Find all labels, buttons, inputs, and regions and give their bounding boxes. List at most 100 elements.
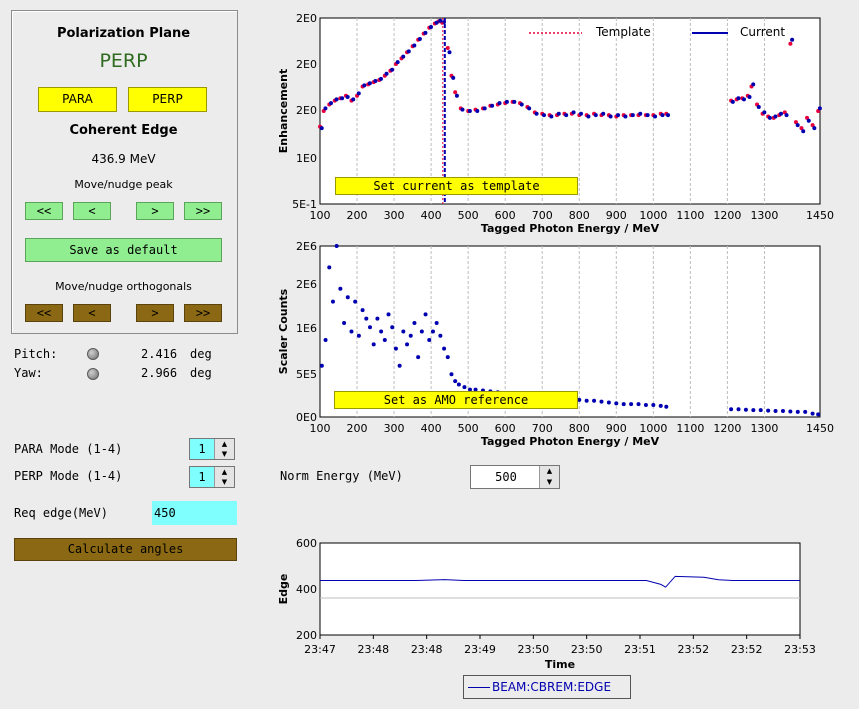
data-point xyxy=(395,60,400,65)
peak-far-left-button[interactable]: << xyxy=(25,202,63,220)
data-point xyxy=(454,93,459,98)
data-point xyxy=(623,114,628,119)
data-point xyxy=(636,402,641,407)
orth-left-button[interactable]: < xyxy=(73,304,111,322)
data-point xyxy=(736,96,741,101)
data-point xyxy=(417,37,422,42)
data-point xyxy=(386,312,391,317)
spin-down-icon[interactable]: ▼ xyxy=(539,477,559,488)
x-tick-label: 1450 xyxy=(806,209,834,222)
perp-mode-label: PERP Mode (1-4) xyxy=(14,469,123,483)
data-point xyxy=(664,404,669,409)
y-tick-label: 600 xyxy=(296,537,317,550)
data-point xyxy=(730,99,735,104)
data-point xyxy=(368,325,372,330)
norm-energy-label: Norm Energy (MeV) xyxy=(280,469,403,483)
data-point xyxy=(408,333,413,338)
data-point xyxy=(616,113,621,118)
data-point xyxy=(606,400,611,405)
data-point xyxy=(356,91,361,96)
spin-up-icon[interactable]: ▲ xyxy=(539,466,559,477)
x-tick-label: 23:50 xyxy=(571,643,603,656)
data-point xyxy=(810,123,815,128)
plot-area xyxy=(319,542,801,636)
scaler-counts-chart: 100 200 300 400 500 600 700 800 900 1000 1100 1200 1… xyxy=(277,240,834,448)
x-tick-label: 500 xyxy=(458,422,479,435)
data-point xyxy=(319,363,324,368)
spin-down-icon[interactable]: ▼ xyxy=(214,449,234,459)
save-default-button[interactable]: Save as default xyxy=(25,238,222,262)
data-point xyxy=(462,385,467,390)
peak-right-button[interactable]: > xyxy=(136,202,174,220)
peak-far-right-button[interactable]: >> xyxy=(184,202,222,220)
x-tick-label: 900 xyxy=(606,422,627,435)
para-mode-value: 1 xyxy=(198,442,206,456)
data-point xyxy=(390,325,395,330)
x-tick-label: 600 xyxy=(495,209,516,222)
data-point xyxy=(793,120,798,125)
data-point xyxy=(801,129,806,134)
y-tick-label: 1E6 xyxy=(296,322,317,335)
data-point xyxy=(429,25,433,30)
orth-far-right-button[interactable]: >> xyxy=(184,304,222,322)
spin-up-icon[interactable]: ▲ xyxy=(214,467,234,477)
spin-up-icon[interactable]: ▲ xyxy=(214,439,234,449)
x-tick-label: 200 xyxy=(347,209,368,222)
data-point xyxy=(512,99,517,104)
set-amo-reference-button[interactable]: Set as AMO reference xyxy=(334,391,578,409)
data-point xyxy=(423,312,428,317)
para-mode-label: PARA Mode (1-4) xyxy=(14,442,123,456)
calculate-angles-button[interactable]: Calculate angles xyxy=(14,538,237,561)
polarization-panel xyxy=(11,10,238,334)
data-point xyxy=(353,299,358,304)
spin-down-icon[interactable]: ▼ xyxy=(214,477,234,487)
data-point xyxy=(651,403,656,408)
data-point xyxy=(334,97,339,102)
x-tick-label: 1300 xyxy=(750,422,778,435)
y-axis-label: Scaler Counts xyxy=(277,288,290,374)
perp-button[interactable]: PERP xyxy=(128,87,207,112)
data-point xyxy=(556,111,561,116)
x-tick-label: 300 xyxy=(384,422,405,435)
req-edge-input[interactable]: 450 xyxy=(152,501,237,525)
data-point xyxy=(490,103,495,108)
data-point xyxy=(434,320,439,325)
para-mode-spinner[interactable]: 1 ▲ ▼ xyxy=(189,438,235,460)
data-point xyxy=(799,126,804,131)
x-tick-label: 200 xyxy=(347,422,368,435)
pitch-indicator-icon xyxy=(87,348,99,360)
x-tick-label: 23:52 xyxy=(731,643,763,656)
perp-mode-spinner[interactable]: 1 ▲ ▼ xyxy=(189,466,235,488)
data-point xyxy=(412,320,417,325)
data-point xyxy=(534,111,539,116)
data-point xyxy=(342,320,347,325)
x-tick-label: 800 xyxy=(569,209,590,222)
norm-energy-spinner[interactable]: 500 ▲ ▼ xyxy=(470,465,560,489)
orth-far-left-button[interactable]: << xyxy=(25,304,63,322)
data-point xyxy=(586,114,591,119)
para-button[interactable]: PARA xyxy=(38,87,117,112)
peak-left-button[interactable]: < xyxy=(73,202,111,220)
y-tick-label: 2E0 xyxy=(296,12,317,25)
data-point xyxy=(519,102,524,107)
x-tick-label: 1100 xyxy=(676,209,704,222)
data-point xyxy=(362,83,367,88)
data-point xyxy=(527,106,532,111)
data-point xyxy=(816,412,821,417)
data-point xyxy=(393,346,398,351)
set-template-button[interactable]: Set current as template xyxy=(335,177,578,195)
orth-right-button[interactable]: > xyxy=(136,304,174,322)
data-point xyxy=(379,329,384,334)
data-point xyxy=(788,41,793,46)
data-point xyxy=(571,110,576,115)
y-tick-label: 5E5 xyxy=(296,368,317,381)
x-tick-label: 23:48 xyxy=(357,643,389,656)
legend-template-label: Template xyxy=(595,25,651,39)
data-point xyxy=(756,105,761,110)
y-tick-label: 2E0 xyxy=(296,104,317,117)
data-point xyxy=(643,403,648,408)
y-tick-label: 2E6 xyxy=(296,278,317,291)
data-point xyxy=(360,308,365,313)
data-point xyxy=(779,111,783,116)
data-point xyxy=(447,50,452,55)
